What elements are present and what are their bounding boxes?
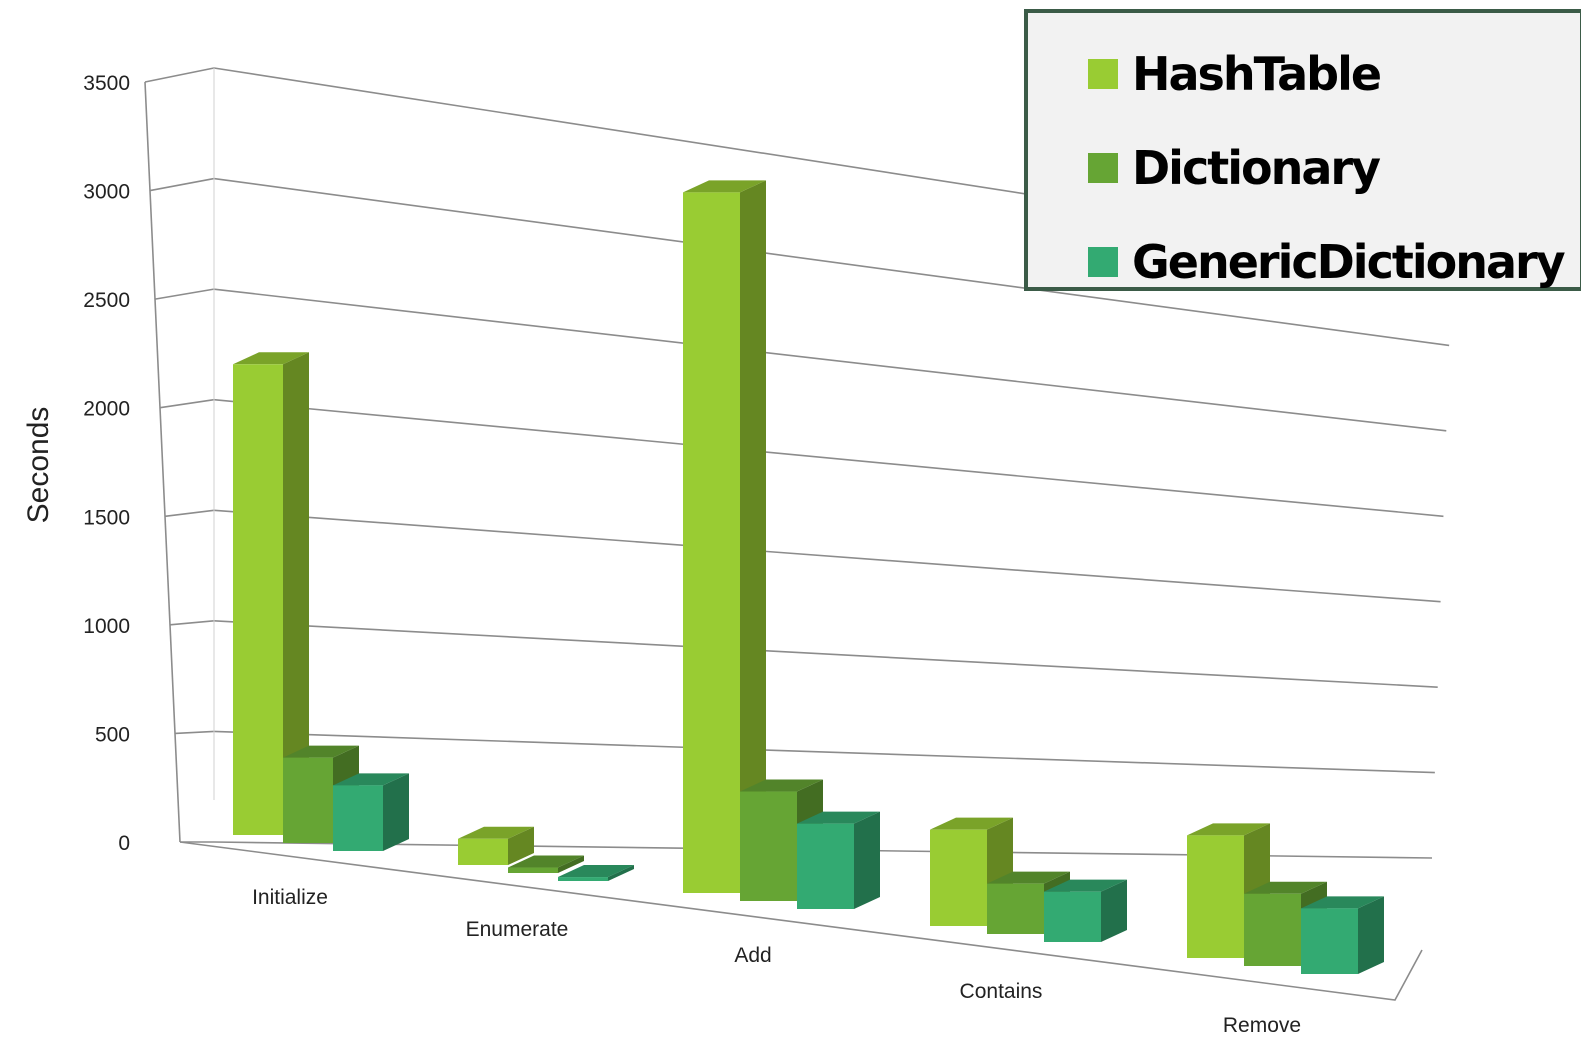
- bar-side: [558, 855, 584, 873]
- bar-genericdictionary-initialize: [333, 773, 409, 851]
- gridline: [174, 730, 215, 735]
- bar-front: [558, 877, 608, 881]
- bar-top: [233, 352, 309, 365]
- x-tick-label: Remove: [1223, 1014, 1301, 1037]
- bar-hashtable-contains: [930, 817, 1013, 926]
- y-tick-label: 500: [95, 723, 130, 746]
- bar-hashtable-initialize: [233, 352, 309, 835]
- axes: [144, 68, 1423, 1001]
- y-tick-label: 1500: [83, 506, 130, 529]
- bar-genericdictionary-add: [797, 811, 880, 909]
- bar-top: [458, 826, 534, 839]
- bar-top: [1244, 881, 1327, 894]
- bar-front: [1244, 893, 1301, 966]
- x-tick-label: Add: [734, 944, 771, 967]
- bar-side: [1101, 879, 1127, 942]
- floor-edge: [179, 841, 1423, 1001]
- gridline: [159, 398, 215, 409]
- y-tick-label: 1000: [83, 615, 130, 638]
- bar-hashtable-enumerate: [458, 826, 534, 865]
- gridline: [149, 177, 215, 192]
- bar-front: [987, 883, 1044, 934]
- bar-top: [683, 180, 766, 193]
- gridline: [144, 67, 215, 83]
- gridline: [169, 620, 215, 626]
- bar-genericdictionary-enumerate: [558, 865, 634, 881]
- bar-side: [608, 865, 634, 881]
- gridline: [154, 288, 215, 300]
- bar-front: [930, 829, 987, 926]
- gridline: [213, 509, 1441, 603]
- bar-front: [1301, 908, 1358, 974]
- bar-front: [458, 838, 508, 865]
- y-axis-line: [144, 81, 181, 843]
- gridline: [164, 509, 215, 518]
- legend-label-genericdictionary: GenericDictionary: [1132, 235, 1566, 289]
- y-tick-label: 0: [118, 832, 130, 855]
- bar-top: [283, 745, 359, 758]
- bar-top: [558, 865, 634, 878]
- bar-front: [283, 757, 333, 843]
- legend-item-hashtable: HashTable: [1088, 27, 1580, 121]
- y-tick-label: 3000: [83, 181, 130, 204]
- bar-top: [797, 811, 880, 824]
- x-tick-label: Initialize: [252, 886, 328, 909]
- bars: [233, 180, 1384, 974]
- x-tick-label: Contains: [960, 980, 1043, 1003]
- bar-top: [508, 855, 584, 868]
- bar-side: [854, 811, 880, 909]
- legend-item-dictionary: Dictionary: [1088, 121, 1580, 215]
- gridline: [213, 620, 1438, 688]
- y-tick-label: 2000: [83, 398, 130, 421]
- bar-front: [1187, 835, 1244, 958]
- bar-top: [1044, 879, 1127, 892]
- legend-label-dictionary: Dictionary: [1132, 141, 1381, 195]
- bar-top: [1187, 823, 1270, 836]
- y-tick-label: 2500: [83, 289, 130, 312]
- legend-swatch-dictionary: [1088, 153, 1118, 183]
- bar-front: [740, 791, 797, 901]
- legend-item-genericdictionary: GenericDictionary: [1088, 215, 1580, 309]
- gridline: [213, 288, 1447, 432]
- bar-top: [1301, 896, 1384, 909]
- gridline: [213, 398, 1444, 518]
- bar-genericdictionary-remove: [1301, 896, 1384, 974]
- gridline: [213, 177, 1450, 347]
- bar-top: [987, 871, 1070, 884]
- bar-genericdictionary-contains: [1044, 879, 1127, 942]
- bar-top: [930, 817, 1013, 830]
- bar-side: [283, 352, 309, 835]
- bar-hashtable-add: [683, 180, 766, 893]
- bar-front: [1044, 891, 1101, 942]
- bar-top: [740, 779, 823, 792]
- bar-front: [233, 364, 283, 835]
- y-axis-title: Seconds: [22, 407, 55, 524]
- bar-front: [683, 192, 740, 893]
- gridline: [213, 730, 1435, 774]
- legend: HashTable Dictionary GenericDictionary: [1024, 9, 1581, 291]
- bar-dictionary-enumerate: [508, 855, 584, 873]
- legend-swatch-hashtable: [1088, 59, 1118, 89]
- bar-front: [797, 823, 854, 909]
- bar-side: [508, 826, 534, 865]
- bar-side: [740, 180, 766, 893]
- y-tick-label: 3500: [83, 72, 130, 95]
- bar-front: [333, 785, 383, 851]
- bar-top: [333, 773, 409, 786]
- bar-side: [1358, 896, 1384, 974]
- legend-label-hashtable: HashTable: [1132, 47, 1382, 101]
- axis-labels: 0 500 1000 1500 2000 2500 3000 3500 Initialize En…: [83, 72, 1301, 1037]
- legend-swatch-genericdictionary: [1088, 247, 1118, 277]
- x-tick-label: Enumerate: [466, 918, 569, 941]
- bar-side: [383, 773, 409, 851]
- bar-front: [508, 867, 558, 873]
